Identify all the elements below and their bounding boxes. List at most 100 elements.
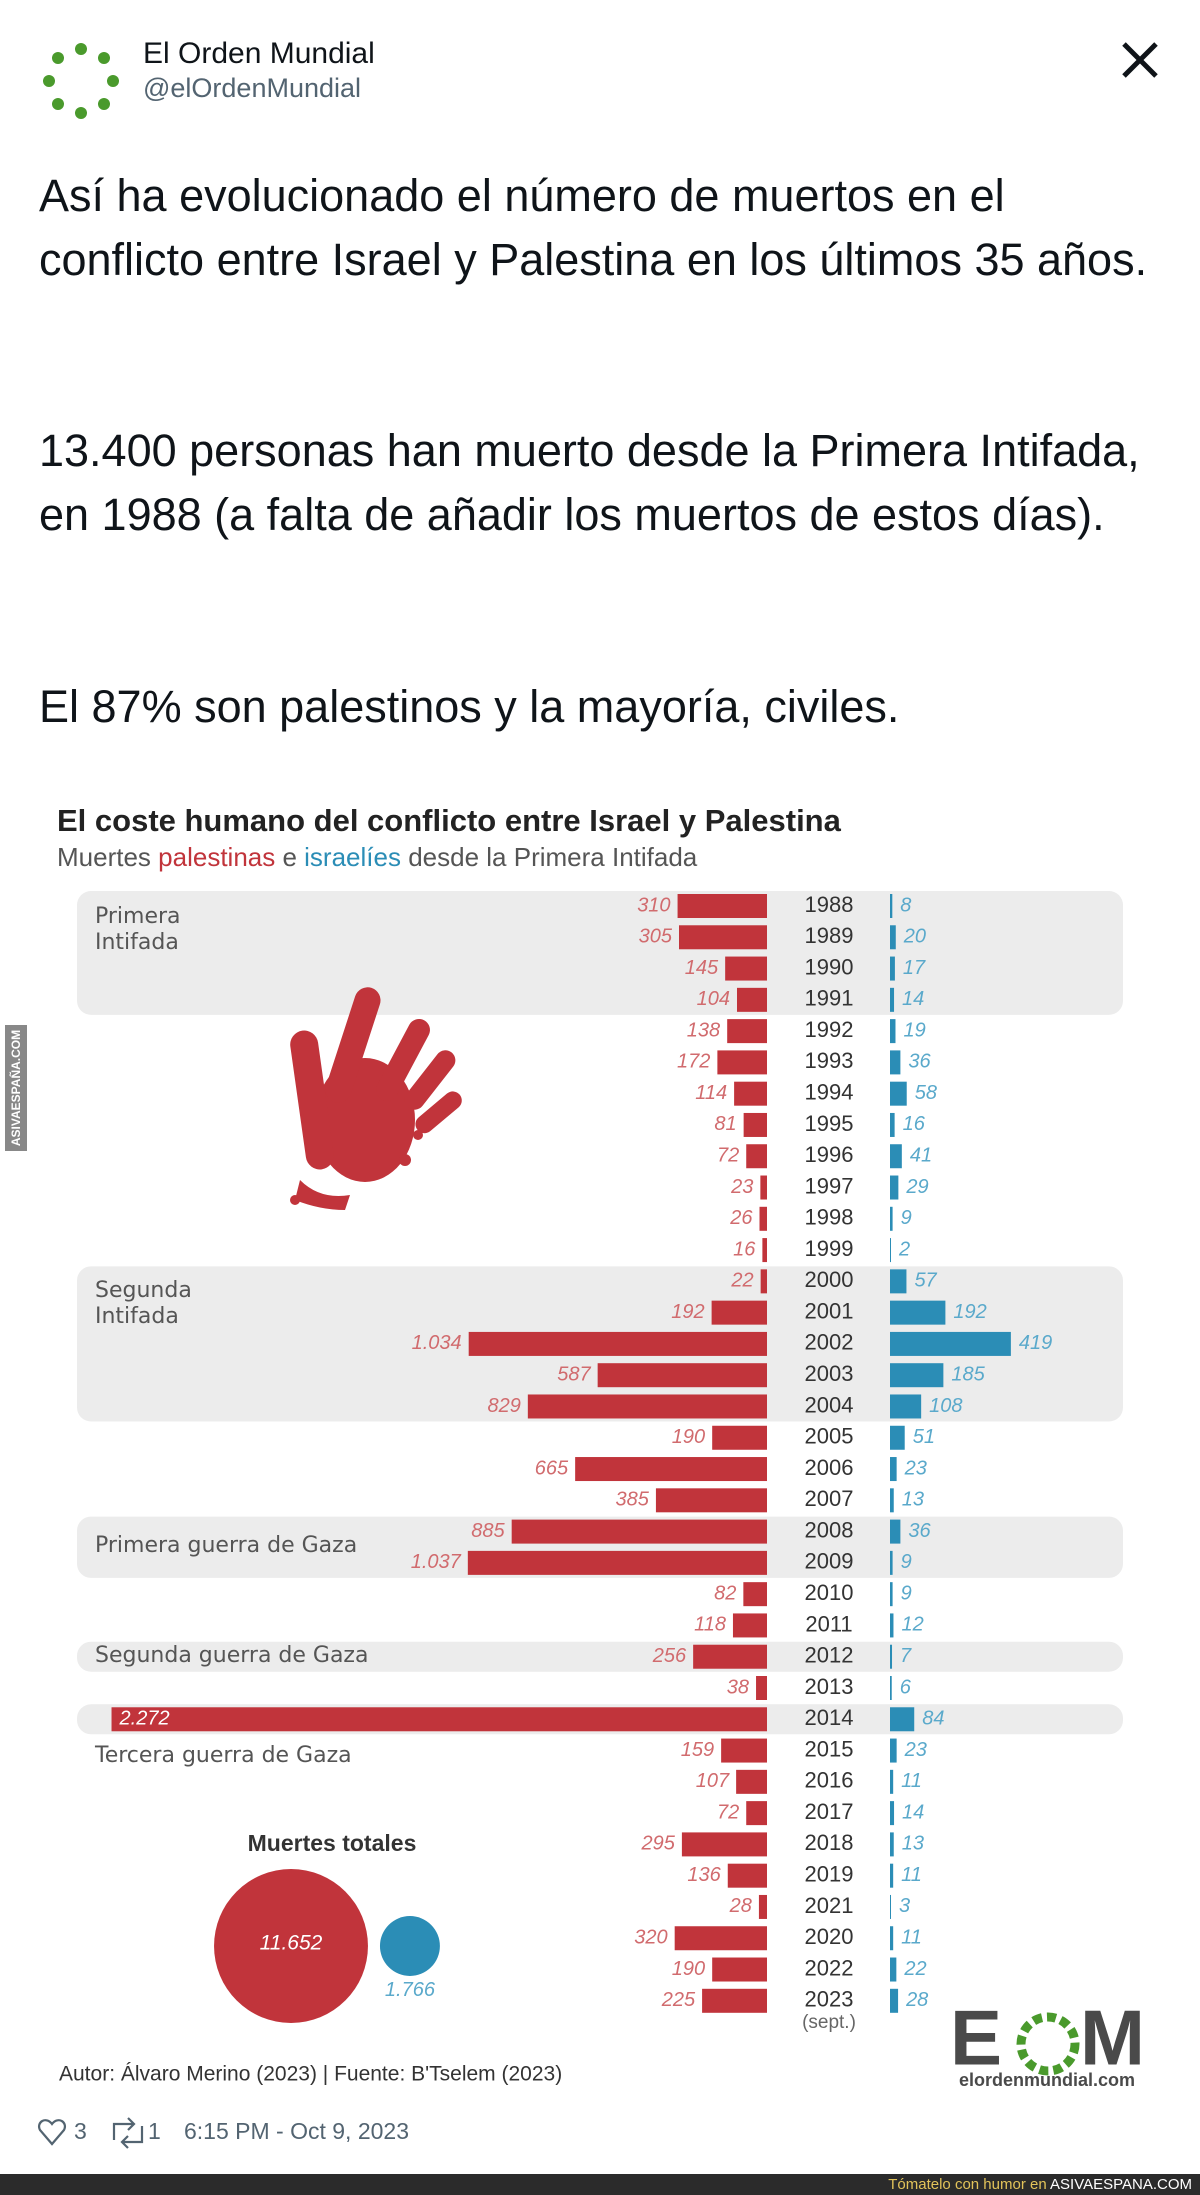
bar-israeli [890,1832,894,1857]
bar-israeli [890,1707,915,1732]
bar-palestinian [679,925,767,950]
bar-palestinian [732,1613,767,1638]
like-count[interactable]: 3 [74,2118,87,2144]
value-label: 28 [905,1989,928,2011]
bar-israeli [890,1112,895,1137]
value-label: 2.272 [119,1708,170,1730]
bar-israeli [890,1988,899,2013]
retweet-icon[interactable] [112,2117,144,2149]
value-label: 104 [697,988,730,1010]
value-label: 192 [953,1301,986,1323]
bar-israeli [890,1926,894,1951]
bar-israeli [890,1582,893,1607]
bar-palestinian [760,1269,767,1294]
value-label: 84 [922,1708,944,1730]
bar-israeli [890,1363,944,1388]
value-label: 136 [687,1864,721,1886]
value-label: 51 [913,1426,935,1448]
value-label: 14 [902,988,924,1010]
bar-palestinian [711,1300,767,1325]
y-tick-label: 2005 [805,1424,854,1449]
bar-palestinian [597,1363,767,1388]
y-tick-label: 1992 [805,1017,854,1042]
bar-israeli [890,925,896,950]
author-handle[interactable]: @elOrdenMundial [143,73,361,103]
bar-palestinian [758,1894,767,1919]
value-label: 295 [641,1833,676,1855]
y-tick-label: 2017 [805,1799,854,1824]
bar-israeli [890,1175,899,1200]
value-label: 29 [905,1176,928,1198]
y-tick-label: 2000 [805,1267,854,1292]
y-tick-label: 2010 [805,1580,854,1605]
eom-logo: E M elordenmundial.com [950,1994,1145,2090]
value-label: 256 [652,1645,687,1667]
subtitle-part: e [275,842,304,872]
value-label: 23 [904,1457,927,1479]
bar-israeli [890,1425,905,1450]
bar-israeli [890,1644,893,1669]
value-label: 22 [730,1270,753,1292]
y-tick-label: 2023 [805,1987,854,2012]
y-tick-label: 2001 [805,1298,854,1323]
bar-palestinian [702,1988,767,2013]
value-label: 72 [717,1145,739,1167]
value-label: 57 [914,1270,937,1292]
value-label: 6 [900,1676,912,1698]
value-label: 107 [696,1770,730,1792]
bar-israeli [890,1676,892,1700]
value-label: 13 [902,1833,924,1855]
period-label: Primera Intifada [95,904,181,955]
bar-palestinian [468,1331,767,1356]
period-band [77,1516,1123,1578]
value-label: 9 [901,1551,912,1573]
author-name[interactable]: El Orden Mundial [143,37,375,70]
period-label: Segunda guerra de Gaza [95,1643,369,1668]
watermark-bg [5,1025,27,1151]
y-tick-label: 1995 [805,1111,854,1136]
value-label: 11 [901,1770,922,1792]
period-label: Tercera guerra de Gaza [95,1743,352,1768]
value-label: 305 [639,926,673,948]
like-icon[interactable] [38,2119,66,2146]
bar-israeli [890,1206,893,1231]
bar-israeli [890,1050,901,1075]
bar-palestinian [111,1707,767,1732]
value-label: 192 [671,1301,704,1323]
footer-text: Tómatelo con humor en ASIVAESPANA.COM [888,2176,1192,2193]
y-tick-label: 1993 [805,1048,854,1073]
timestamp[interactable]: 6:15 PM - Oct 9, 2023 [184,2118,409,2144]
x-logo[interactable] [1122,42,1158,78]
y-tick-label: 2022 [805,1955,854,1980]
bar-palestinian [511,1519,767,1544]
value-label: 19 [903,1019,925,1041]
bar-israeli [890,956,895,981]
value-label: 11 [901,1864,922,1886]
bar-palestinian [746,1144,767,1169]
value-label: 81 [714,1113,736,1135]
bar-palestinian [712,1425,767,1450]
y-tick-label: 2002 [805,1330,854,1355]
value-label: 36 [908,1520,931,1542]
bar-palestinian [727,1019,767,1044]
value-label: 9 [901,1582,912,1604]
y-tick-label: 2014 [805,1705,854,1730]
value-label: 2 [898,1238,910,1260]
bar-israeli [890,1238,891,1263]
value-label: 7 [900,1645,912,1667]
tweet-paragraph: Así ha evolucionado el número de muertos… [39,170,1148,285]
retweet-count[interactable]: 1 [148,2118,161,2144]
bar-palestinian [655,1488,767,1513]
tweet-paragraph: 13.400 personas han muerto desde la Prim… [39,425,1140,540]
value-label: 28 [729,1895,752,1917]
y-tick-label: 2007 [805,1486,854,1511]
y-tick-label: 2018 [805,1830,854,1855]
bar-israeli [890,987,895,1012]
bar-israeli [890,1394,922,1419]
credit: Autor: Álvaro Merino (2023) | Fuente: B'… [59,2063,562,2086]
value-label: 385 [616,1489,650,1511]
value-label: 145 [685,957,719,979]
bar-palestinian [746,1801,767,1826]
totals-title: Muertes totales [248,1830,417,1856]
value-label: 118 [694,1614,726,1636]
